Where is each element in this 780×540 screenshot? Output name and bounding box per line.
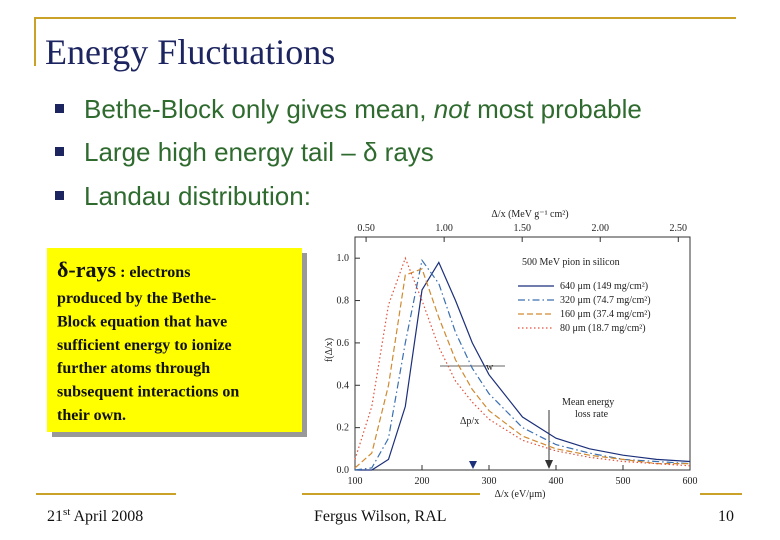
date-suffix: st — [63, 506, 70, 518]
annotation: Mean energy — [562, 397, 614, 408]
bullet: Landau distribution: — [84, 181, 311, 211]
x-tick-label: 600 — [683, 476, 698, 487]
annotation: 500 MeV pion in silicon — [522, 257, 620, 268]
callout-line: subsequent interactions on — [57, 384, 239, 401]
x-tick-label: 400 — [549, 476, 564, 487]
legend-label: 80 μm (18.7 mg/cm²) — [560, 323, 646, 334]
y-tick-label: 0.6 — [337, 338, 350, 349]
legend-label: 160 μm (37.4 mg/cm²) — [560, 309, 651, 320]
mp-marker — [469, 461, 477, 469]
callout-box — [47, 248, 302, 432]
bullet-marker — [55, 191, 64, 200]
x-tick-label: 200 — [415, 476, 430, 487]
annotation: loss rate — [575, 409, 609, 420]
x-tick-label: 100 — [348, 476, 363, 487]
callout-line: produced by the Bethe- — [57, 290, 216, 307]
x2-tick-label: 1.50 — [513, 223, 531, 234]
legend-label: 640 μm (149 mg/cm²) — [560, 281, 648, 292]
callout-line: further atoms through — [57, 360, 210, 377]
y-axis-title: f(Δ/x) — [324, 338, 335, 362]
x2-tick-label: 1.00 — [435, 223, 453, 234]
callout-line: Block equation that have — [57, 313, 227, 330]
callout-line: their own. — [57, 407, 126, 424]
bullet-marker — [55, 147, 64, 156]
callout-line: sufficient energy to ionize — [57, 337, 232, 354]
date-rest: April 2008 — [70, 508, 143, 525]
x2-tick-label: 2.50 — [670, 223, 688, 234]
x2-axis-title: Δ/x (MeV g⁻¹ cm²) — [491, 209, 568, 220]
y-tick-label: 0.8 — [337, 296, 350, 307]
y-tick-label: 0.0 — [337, 465, 350, 476]
curve — [354, 268, 690, 469]
annotation: w — [486, 362, 494, 373]
footer-date: 21st April 2008 — [47, 506, 143, 525]
bullet-text: most probable — [470, 94, 642, 124]
curve — [354, 258, 691, 471]
bullet: Large high energy tail – δ rays — [84, 137, 434, 167]
date-day: 21 — [47, 508, 63, 525]
callout-heading: δ-rays : electrons — [57, 257, 190, 282]
x-tick-label: 500 — [616, 476, 631, 487]
bullet-text: Bethe-Block only gives mean, — [84, 94, 434, 124]
legend-label: 320 μm (74.7 mg/cm²) — [560, 295, 651, 306]
y-tick-label: 1.0 — [337, 253, 350, 264]
x-tick-label: 300 — [482, 476, 497, 487]
bullet: Bethe-Block only gives mean, not most pr… — [84, 94, 642, 124]
curve — [355, 261, 691, 471]
bullet-emphasis: not — [434, 94, 472, 124]
figure: 100 200 300 400 500 600 0.50 1.00 1.50 2.00 2.50 0.… — [324, 209, 698, 500]
callout-heading-rest: : electrons — [116, 264, 190, 281]
y-tick-label: 0.4 — [337, 380, 350, 391]
footer-author: Fergus Wilson, RAL — [314, 508, 447, 525]
mean-arrowhead — [545, 460, 553, 469]
annotation: Δp/x — [460, 416, 479, 427]
y-tick-label: 0.2 — [337, 423, 350, 434]
x-axis-title: Δ/x (eV/μm) — [495, 489, 546, 500]
x2-tick-label: 2.00 — [591, 223, 609, 234]
bullet-marker — [55, 104, 64, 113]
slide-title: Energy Fluctuations — [45, 32, 335, 72]
footer-page: 10 — [718, 508, 734, 525]
callout-body: produced by the Bethe- Block equation tha… — [57, 290, 239, 424]
callout-heading-main: δ-rays — [57, 257, 117, 282]
x2-tick-label: 0.50 — [357, 223, 375, 234]
